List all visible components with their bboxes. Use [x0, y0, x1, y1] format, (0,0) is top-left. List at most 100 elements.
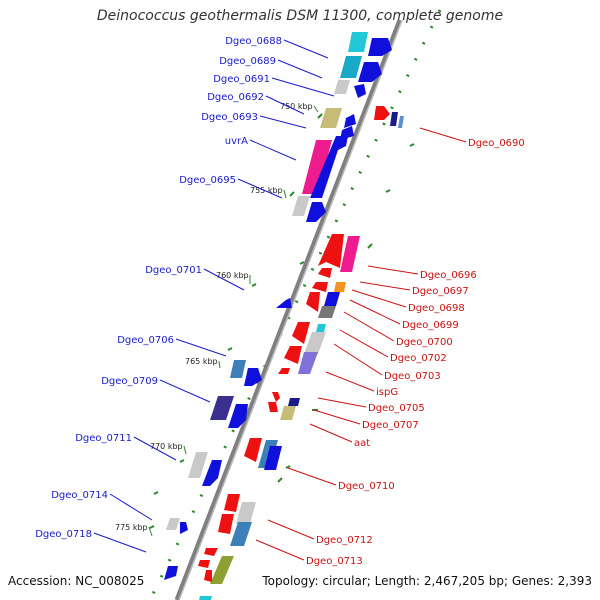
gene-block-grey-2[interactable] — [292, 196, 310, 216]
gene-block-indigo-1[interactable] — [210, 396, 234, 420]
gene-label-right[interactable]: Dgeo_0705 — [368, 403, 425, 414]
gene-block-purple-1[interactable] — [298, 352, 318, 374]
gene-block-grey-1[interactable] — [334, 80, 350, 94]
gene-label-right[interactable]: Dgeo_0696 — [420, 270, 477, 281]
gene-label-right[interactable]: Dgeo_0690 — [468, 138, 525, 149]
gene-arrow-blue-2[interactable] — [358, 62, 382, 82]
left-leader-line — [93, 532, 147, 553]
gene-arrow-blue-11[interactable] — [202, 460, 222, 486]
gene-block-lightblue-1[interactable] — [398, 116, 404, 128]
gene-arrow-blue-14[interactable] — [264, 446, 282, 470]
gene-arrow-red-5[interactable] — [306, 292, 320, 312]
gene-label-right[interactable]: Dgeo_0699 — [402, 320, 459, 331]
gene-label-right[interactable]: Dgeo_0712 — [316, 535, 373, 546]
gene-block-steel-1[interactable] — [230, 360, 246, 378]
gene-block-khaki-1[interactable] — [320, 108, 342, 128]
gene-arrow-blue-9[interactable] — [244, 368, 262, 386]
gene-arrow-red-15[interactable] — [198, 560, 210, 568]
gene-arrow-blue-13[interactable] — [164, 566, 178, 580]
gene-arrow-red-7[interactable] — [284, 346, 302, 364]
gene-label-left[interactable]: Dgeo_0711 — [75, 433, 132, 444]
gene-block-navy-2[interactable] — [288, 398, 300, 406]
gene-arrow-blue-1[interactable] — [368, 38, 392, 56]
gene-block-olive-1[interactable] — [216, 556, 234, 570]
gene-block-cyan-3[interactable] — [316, 324, 326, 332]
gene-arrow-blue-10[interactable] — [228, 404, 248, 428]
gene-block-orange-1[interactable] — [334, 282, 346, 292]
kbp-tick-line — [218, 360, 221, 369]
gene-block-navy-1[interactable] — [390, 112, 398, 126]
kbp-tick-line — [283, 189, 287, 199]
gene-label-right[interactable]: Dgeo_0700 — [396, 337, 453, 348]
gene-label-right[interactable]: Dgeo_0697 — [412, 286, 469, 297]
gene-label-left[interactable]: Dgeo_0693 — [201, 112, 258, 123]
gene-label-right[interactable]: Dgeo_0703 — [384, 371, 441, 382]
gene-arrow-blue-3[interactable] — [354, 84, 366, 98]
gene-arrow-blue-12[interactable] — [180, 522, 188, 534]
gene-block-grey-3[interactable] — [188, 452, 208, 478]
gene-label-left[interactable]: uvrA — [225, 136, 248, 147]
gene-arrow-red-9[interactable] — [272, 392, 280, 402]
gene-group-left-top — [292, 32, 392, 222]
gene-arrow-red-14[interactable] — [204, 548, 218, 556]
gene-block-olive-2[interactable] — [210, 570, 228, 584]
gene-label-right[interactable]: ispG — [376, 387, 398, 398]
kbp-tick-line — [183, 445, 187, 455]
gene-arrow-red-4[interactable] — [312, 282, 328, 292]
gene-label-left[interactable]: Dgeo_0709 — [101, 376, 158, 387]
gene-label-left[interactable]: Dgeo_0695 — [179, 175, 236, 186]
gene-block-blue-1[interactable] — [324, 292, 340, 306]
gene-label-left[interactable]: Dgeo_0714 — [51, 490, 108, 501]
left-leader-line — [271, 77, 335, 97]
gene-arrow-red-11[interactable] — [244, 438, 262, 462]
kbp-tick-label: 750 kbp — [280, 102, 313, 111]
gene-arrow-red-2[interactable] — [318, 234, 344, 268]
gene-block-magenta-1[interactable] — [302, 140, 332, 194]
gene-arrow-red-6[interactable] — [292, 322, 310, 344]
gene-label-left[interactable]: Dgeo_0718 — [35, 529, 92, 540]
gene-block-grey-6[interactable] — [304, 332, 326, 354]
gene-arrow-blue-6[interactable] — [310, 136, 348, 198]
gene-arrow-red-13[interactable] — [218, 514, 234, 534]
left-leader-line — [249, 139, 297, 161]
gene-label-left[interactable]: Dgeo_0701 — [145, 265, 202, 276]
gene-label-right[interactable]: Dgeo_0710 — [338, 481, 395, 492]
topology-text: Topology: circular; Length: 2,467,205 bp… — [262, 574, 592, 588]
gene-block-cyan-4[interactable] — [199, 596, 212, 600]
gene-arrow-blue-8[interactable] — [276, 298, 292, 308]
gene-block-cyan-2[interactable] — [340, 56, 362, 78]
gene-block-khaki-2[interactable] — [280, 406, 296, 420]
gene-group-left-middle — [164, 298, 292, 580]
gene-label-right[interactable]: aat — [354, 438, 370, 449]
gene-arrow-red-3[interactable] — [318, 268, 332, 278]
gene-arrow-red-12[interactable] — [224, 494, 240, 512]
left-gene-labels: Dgeo_0688 Dgeo_0689 Dgeo_0691 Dgeo_0692 Dgeo… — [35, 36, 335, 553]
kbp-scale: 750 kbp 755 kbp 760 kbp 765 kbp 770 kbp 775 k… — [115, 102, 319, 537]
gene-label-left[interactable]: Dgeo_0692 — [207, 92, 264, 103]
gene-label-right[interactable]: Dgeo_0698 — [408, 303, 465, 314]
gene-block-grey-4[interactable] — [166, 518, 180, 530]
gene-label-left[interactable]: Dgeo_0706 — [117, 335, 174, 346]
left-leader-line — [259, 115, 307, 129]
gene-arrow-blue-7[interactable] — [306, 202, 326, 222]
gene-label-left[interactable]: Dgeo_0691 — [213, 74, 270, 85]
gene-block-grey-5[interactable] — [318, 306, 336, 318]
gene-block-steel-3[interactable] — [230, 522, 252, 546]
gene-arrow-red-10[interactable] — [268, 402, 278, 412]
gene-arrow-red-16[interactable] — [204, 570, 212, 582]
genome-backbone-shadow — [178, 19, 403, 600]
gene-arrow-blue-4[interactable] — [344, 114, 356, 128]
gene-block-magenta-2[interactable] — [340, 236, 360, 272]
gene-block-grey-7[interactable] — [236, 502, 256, 524]
gene-label-left[interactable]: Dgeo_0688 — [225, 36, 282, 47]
gene-block-cyan-1[interactable] — [348, 32, 368, 52]
gene-label-right[interactable]: Dgeo_0707 — [362, 420, 419, 431]
gene-arrow-red-1[interactable] — [374, 106, 390, 120]
gene-arrow-red-8[interactable] — [278, 368, 290, 374]
gene-label-right[interactable]: Dgeo_0713 — [306, 556, 363, 567]
gene-label-right[interactable]: Dgeo_0702 — [390, 353, 447, 364]
gene-label-left[interactable]: Dgeo_0689 — [219, 56, 276, 67]
right-leader-line — [309, 423, 353, 443]
